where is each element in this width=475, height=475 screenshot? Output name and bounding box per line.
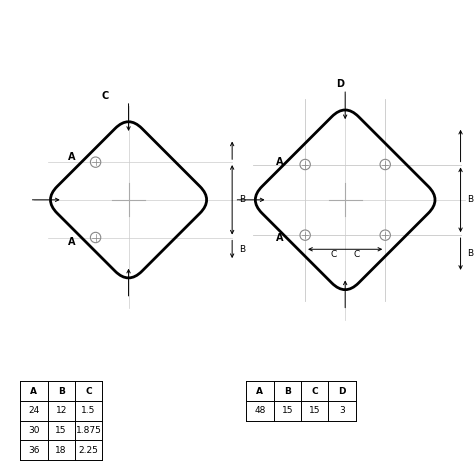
- Text: 3: 3: [339, 406, 345, 415]
- Text: B: B: [239, 195, 246, 204]
- Text: A: A: [68, 237, 76, 247]
- Text: 1.875: 1.875: [76, 426, 102, 435]
- Text: 18: 18: [56, 446, 67, 455]
- Text: A: A: [256, 387, 264, 396]
- Text: C: C: [330, 250, 336, 259]
- Text: 30: 30: [28, 426, 39, 435]
- Text: 15: 15: [282, 406, 293, 415]
- Text: A: A: [68, 152, 76, 162]
- Text: A: A: [276, 157, 283, 167]
- Text: B: B: [239, 245, 246, 254]
- Text: B: B: [467, 195, 474, 204]
- Text: B: B: [467, 249, 474, 258]
- Text: 12: 12: [56, 406, 67, 415]
- Text: C: C: [311, 387, 318, 396]
- Text: 48: 48: [254, 406, 266, 415]
- Text: D: D: [338, 387, 346, 396]
- Text: A: A: [276, 232, 283, 243]
- Text: D: D: [336, 79, 344, 89]
- Text: 15: 15: [309, 406, 320, 415]
- Text: A: A: [30, 387, 38, 396]
- Text: 24: 24: [28, 406, 39, 415]
- Text: B: B: [284, 387, 291, 396]
- Text: 1.5: 1.5: [81, 406, 95, 415]
- Text: 36: 36: [28, 446, 39, 455]
- Text: 2.25: 2.25: [78, 446, 98, 455]
- Text: 15: 15: [56, 426, 67, 435]
- Text: C: C: [101, 91, 109, 101]
- Text: B: B: [58, 387, 65, 396]
- Text: C: C: [354, 250, 360, 259]
- Text: C: C: [85, 387, 92, 396]
